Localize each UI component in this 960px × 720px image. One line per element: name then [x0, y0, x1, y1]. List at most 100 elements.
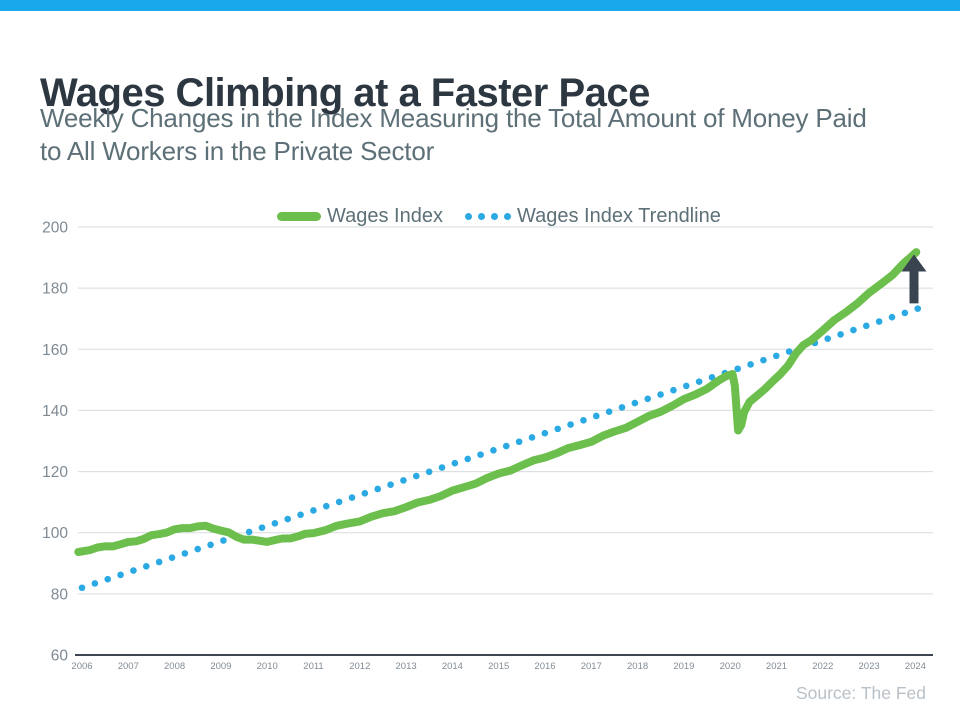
trendline-dot: [322, 502, 330, 510]
x-tick-label: 2009: [210, 661, 231, 672]
trendline-dot: [297, 511, 304, 519]
x-tick-label: 2023: [859, 661, 880, 672]
trendline-dot: [567, 421, 574, 428]
trendline-dot: [875, 318, 883, 325]
trendline-dot: [348, 494, 356, 501]
trendline-dot: [142, 562, 150, 570]
x-tick-label: 2018: [627, 661, 648, 672]
x-tick-label: 2012: [349, 661, 370, 672]
x-tick-label: 2006: [71, 661, 92, 672]
trendline-dot: [837, 331, 844, 338]
x-tick-label: 2011: [303, 661, 323, 672]
trendline-dot: [284, 515, 292, 523]
trendline-dot: [901, 309, 909, 317]
trendline-dot: [914, 305, 922, 312]
trendline-dot: [425, 468, 433, 476]
x-tick-label: 2013: [396, 661, 417, 672]
trendline-dot: [387, 481, 394, 488]
wages-index-line: [74, 248, 921, 556]
dot-icon: [504, 212, 511, 220]
trendline-dot: [464, 455, 472, 463]
trendline-dot: [335, 498, 343, 506]
trendline-dot: [245, 528, 253, 536]
trendline-dot: [631, 399, 639, 407]
y-tick-label: 80: [51, 586, 69, 603]
trendline-dot: [258, 524, 266, 531]
x-tick-label: 2010: [257, 661, 278, 672]
trendline-dot: [451, 459, 459, 467]
trendline-dot: [785, 348, 793, 355]
trendline-dot: [528, 434, 536, 441]
trendline-dot: [181, 550, 189, 557]
chart-legend: Wages Index Wages Index Trendline: [277, 203, 721, 229]
trendline-dot: [554, 425, 562, 433]
trendline-dot: [104, 575, 112, 583]
trendline-dot: [747, 361, 754, 368]
y-tick-label: 160: [42, 342, 68, 359]
x-tick-label: 2021: [766, 661, 787, 672]
y-tick-label: 140: [42, 403, 68, 420]
y-tick-label: 120: [42, 464, 68, 481]
x-tick-label: 2008: [164, 661, 185, 672]
x-tick-label: 2014: [442, 661, 463, 672]
trendline-dot: [130, 567, 137, 574]
trendline-dot: [772, 352, 780, 360]
trendline-dot: [670, 386, 677, 394]
trendline-dot: [400, 477, 407, 484]
trendline-dot: [605, 408, 613, 415]
trendline-dot: [580, 416, 587, 424]
page-title: Wages Climbing at a Faster Pace: [40, 70, 650, 115]
trendline-dot: [361, 489, 369, 497]
trendline-dot: [490, 447, 497, 454]
trendline-dot: [194, 545, 202, 553]
up-arrow-annotation: [901, 254, 927, 304]
trendline-dot: [657, 391, 664, 398]
x-tick-label: 2007: [118, 661, 139, 672]
x-tick-label: 2017: [581, 661, 602, 672]
trendline-dot: [310, 507, 317, 514]
trendline-dot: [682, 382, 690, 390]
dot-icon: [491, 212, 498, 220]
trendline-dot: [117, 571, 124, 579]
trendline-dot: [168, 554, 176, 561]
trendline-dot: [760, 356, 767, 364]
page-subtitle: Weekly Changes in the Index Measuring th…: [40, 103, 867, 166]
trendline-dot: [271, 520, 279, 527]
trendline-dot: [888, 313, 896, 321]
trendline-dot: [644, 395, 652, 403]
trendline-dot: [220, 537, 227, 544]
x-tick-label: 2016: [534, 661, 555, 672]
trendline-dot: [695, 378, 703, 385]
y-tick-label: 200: [42, 220, 68, 237]
trendline-dot: [155, 558, 163, 566]
trendline-dot: [477, 451, 484, 458]
y-tick-label: 60: [51, 648, 69, 665]
dot-icon: [465, 212, 472, 220]
x-tick-label: 2024: [905, 661, 926, 672]
wages-index-line-swatch: [277, 211, 321, 221]
trendline-dot: [207, 541, 214, 549]
trendline-dot: [708, 374, 716, 381]
dot-icon: [478, 212, 485, 220]
y-tick-label: 180: [42, 281, 68, 298]
trendline-dot: [618, 404, 626, 411]
y-tick-label: 100: [42, 525, 68, 542]
trendline-dot: [541, 429, 549, 437]
trendline-dot: [502, 442, 510, 450]
trendline-dot: [592, 412, 600, 420]
trendline-dot: [91, 580, 99, 587]
trendline-dot: [374, 485, 382, 493]
source-attribution: Source: The Fed: [795, 683, 926, 703]
trendline-dots-swatch: [465, 212, 511, 220]
x-tick-label: 2022: [812, 661, 833, 672]
trendline-dot: [412, 472, 420, 480]
trendline-dot: [824, 335, 832, 342]
trendline-dot: [515, 438, 523, 446]
x-tick-label: 2015: [488, 661, 509, 672]
trendline-dot: [734, 365, 742, 373]
x-tick-label: 2020: [720, 661, 741, 672]
legend-label-trendline: Wages Index Trendline: [517, 204, 721, 227]
legend-label-wages-index: Wages Index: [327, 204, 443, 227]
trendline-dot: [78, 584, 86, 592]
trendline-dot: [862, 322, 870, 330]
